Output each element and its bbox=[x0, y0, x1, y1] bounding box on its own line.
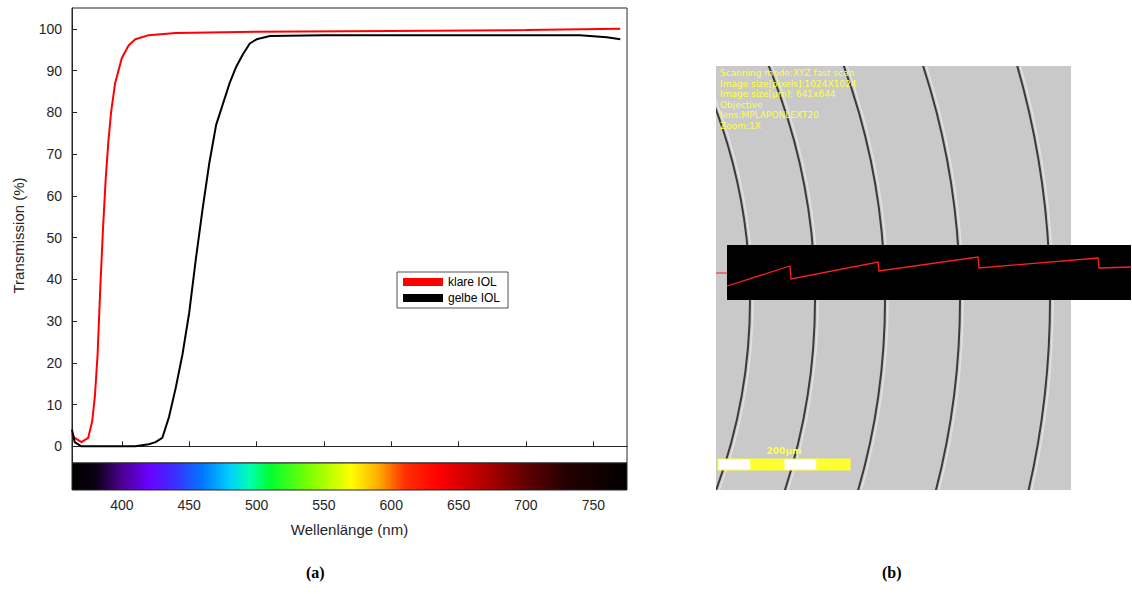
svg-text:700: 700 bbox=[514, 497, 538, 513]
svg-text:650: 650 bbox=[447, 497, 471, 513]
svg-text:750: 750 bbox=[582, 497, 606, 513]
svg-text:200μm: 200μm bbox=[767, 446, 802, 456]
svg-text:20: 20 bbox=[46, 355, 62, 371]
svg-text:Scanning mode:XYZ fast scan: Scanning mode:XYZ fast scan bbox=[720, 68, 854, 78]
svg-text:0: 0 bbox=[54, 438, 62, 454]
svg-text:lens:MPLAPONLEXT20: lens:MPLAPONLEXT20 bbox=[720, 110, 819, 120]
svg-text:klare IOL: klare IOL bbox=[448, 275, 497, 289]
svg-text:50: 50 bbox=[46, 230, 62, 246]
html-text:(b): (b) bbox=[882, 564, 902, 581]
svg-text:550: 550 bbox=[312, 497, 336, 513]
svg-text:30: 30 bbox=[46, 313, 62, 329]
svg-text:90: 90 bbox=[46, 63, 62, 79]
svg-text:400: 400 bbox=[110, 497, 134, 513]
svg-text:gelbe IOL: gelbe IOL bbox=[448, 291, 500, 305]
svg-text:Wellenlänge (nm): Wellenlänge (nm) bbox=[291, 521, 408, 538]
svg-text:40: 40 bbox=[46, 271, 62, 287]
svg-text:100: 100 bbox=[39, 21, 63, 37]
svg-text:70: 70 bbox=[46, 146, 62, 162]
svg-text:Zoom:1X: Zoom:1X bbox=[720, 121, 761, 131]
svg-text:10: 10 bbox=[46, 397, 62, 413]
svg-text:Objective: Objective bbox=[720, 100, 763, 110]
svg-text:Image size[μm]: 641x644: Image size[μm]: 641x644 bbox=[720, 89, 836, 99]
svg-text:60: 60 bbox=[46, 188, 62, 204]
html-text:(a): (a) bbox=[306, 564, 325, 581]
svg-text:Image size[pixels]:1024X1024: Image size[pixels]:1024X1024 bbox=[720, 79, 857, 89]
svg-text:500: 500 bbox=[245, 497, 269, 513]
svg-text:600: 600 bbox=[380, 497, 404, 513]
svg-text:450: 450 bbox=[178, 497, 202, 513]
svg-text:80: 80 bbox=[46, 104, 62, 120]
svg-text:Transmission (%): Transmission (%) bbox=[10, 177, 27, 293]
